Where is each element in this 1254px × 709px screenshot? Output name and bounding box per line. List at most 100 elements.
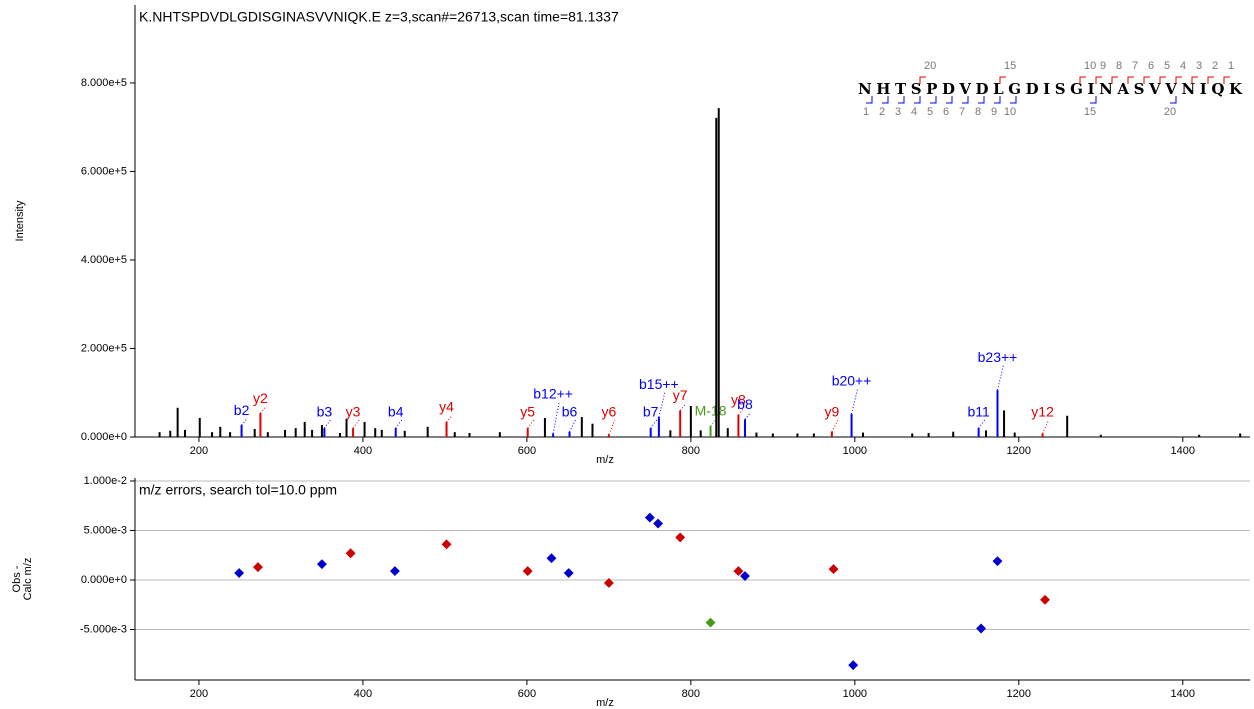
label-leader	[446, 414, 453, 423]
y-ion-number: 4	[1180, 60, 1186, 72]
y-axis-label: Obs -	[11, 565, 23, 592]
error-point	[345, 548, 356, 559]
label-leader	[851, 388, 859, 415]
peak-label: b20++	[832, 373, 872, 389]
y-tick-label: 0.000e+0	[81, 431, 127, 443]
error-point	[675, 532, 686, 543]
error-point	[563, 568, 574, 579]
label-leader	[658, 391, 666, 418]
y-tick-label: 8.000e+5	[81, 77, 127, 89]
y-ion-bracket	[1111, 76, 1118, 84]
peak-label: y7	[673, 387, 688, 403]
peak-label: b11	[967, 404, 990, 420]
x-tick-label: 1000	[843, 445, 867, 457]
label-leader	[552, 401, 560, 434]
peptide-sequence: NHTSPDVDLGDISGINASVVNIQK	[858, 80, 1243, 98]
y-axis-label: Intensity	[14, 200, 26, 241]
x-tick-label: 800	[682, 445, 700, 457]
label-leader	[352, 419, 360, 429]
peak-label: y6	[601, 404, 616, 420]
y-tick-label: 2.000e+5	[81, 342, 127, 354]
chart-title: m/z errors, search tol=10.0 ppm	[139, 482, 337, 498]
b-ion-number: 4	[911, 106, 917, 118]
label-leader	[650, 419, 658, 429]
x-tick-label: 600	[518, 688, 536, 700]
b-ion-number: 8	[975, 106, 981, 118]
peak-label: b4	[388, 404, 404, 420]
b-ion-number: 2	[879, 106, 885, 118]
y-ion-bracket	[1143, 76, 1150, 84]
peak-label: y3	[346, 404, 361, 420]
peak-label: y5	[520, 404, 535, 420]
peak-label: b23++	[978, 349, 1018, 365]
b-ion-number: 7	[959, 106, 965, 118]
chart-title: K.NHTSPDVDLGDISGINASVVNIQK.E z=3,scan#=2…	[139, 9, 619, 25]
x-tick-label: 1400	[1171, 688, 1195, 700]
b-ion-number: 6	[943, 106, 949, 118]
peak-label: b8	[737, 396, 753, 412]
b-ion-bracket	[1170, 96, 1177, 104]
error-point	[253, 562, 263, 573]
label-leader	[241, 417, 248, 426]
peak-label: b2	[234, 402, 250, 418]
label-leader	[978, 419, 986, 429]
peak-label: y2	[253, 390, 268, 406]
label-leader	[1042, 419, 1050, 434]
y-tick-label: -5.000e-3	[80, 623, 127, 635]
b-ion-bracket	[914, 96, 921, 104]
error-point	[603, 578, 614, 588]
y-ion-number: 8	[1116, 60, 1122, 72]
x-tick-label: 400	[354, 445, 372, 457]
x-tick-label: 200	[190, 445, 208, 457]
y-ion-number: 2	[1212, 60, 1218, 72]
label-leader	[260, 405, 267, 414]
error-point	[976, 623, 987, 634]
y-ion-number: 1	[1228, 60, 1234, 72]
y-ion-number: 7	[1132, 60, 1138, 72]
y-ion-number: 5	[1164, 60, 1170, 72]
b-ion-bracket	[962, 96, 969, 104]
y-axis-label: Calc m/z	[22, 558, 34, 601]
b-ion-number: 15	[1084, 106, 1096, 118]
x-tick-label: 1200	[1007, 445, 1031, 457]
label-leader	[323, 419, 331, 429]
label-leader	[527, 419, 535, 429]
y-ion-number: 9	[1100, 60, 1106, 72]
peak-label: b6	[562, 404, 578, 420]
y-ion-bracket	[1079, 76, 1086, 84]
y-ion-bracket	[1175, 76, 1182, 84]
x-tick-label: 1200	[1007, 688, 1031, 700]
label-leader	[679, 403, 687, 411]
x-tick-label: 600	[518, 445, 536, 457]
b-ion-bracket	[1010, 96, 1017, 104]
error-point	[316, 559, 327, 570]
peak-label: b3	[317, 404, 333, 420]
y-tick-label: 0.000e+0	[81, 574, 127, 586]
y-tick-label: 6.000e+5	[81, 165, 127, 177]
y-tick-label: 4.000e+5	[81, 254, 127, 266]
x-tick-label: 1400	[1171, 445, 1195, 457]
y-ion-bracket	[1095, 76, 1102, 84]
b-ion-bracket	[882, 96, 889, 104]
b-ion-number: 1	[863, 106, 869, 118]
peak-label: b7	[643, 404, 659, 420]
b-ion-number: 3	[895, 106, 901, 118]
y-ion-bracket	[1223, 76, 1230, 84]
label-leader	[831, 419, 839, 432]
y-ion-number: 10	[1084, 60, 1096, 72]
b-ion-bracket	[898, 96, 905, 104]
b-ion-number: 20	[1164, 106, 1176, 118]
y-ion-number: 15	[1004, 60, 1016, 72]
b-ion-number: 5	[927, 106, 933, 118]
error-point	[1040, 594, 1050, 605]
b-ion-bracket	[1090, 96, 1097, 104]
y-ion-bracket	[1191, 76, 1198, 84]
x-tick-label: 1000	[843, 688, 867, 700]
x-tick-label: 400	[354, 688, 372, 700]
peak-label: M-18	[695, 403, 727, 419]
b-ion-bracket	[866, 96, 873, 104]
label-leader	[395, 419, 403, 429]
y-tick-label: 1.000e-2	[84, 475, 127, 487]
y-ion-number: 6	[1148, 60, 1154, 72]
peak-label: b12++	[533, 386, 573, 402]
